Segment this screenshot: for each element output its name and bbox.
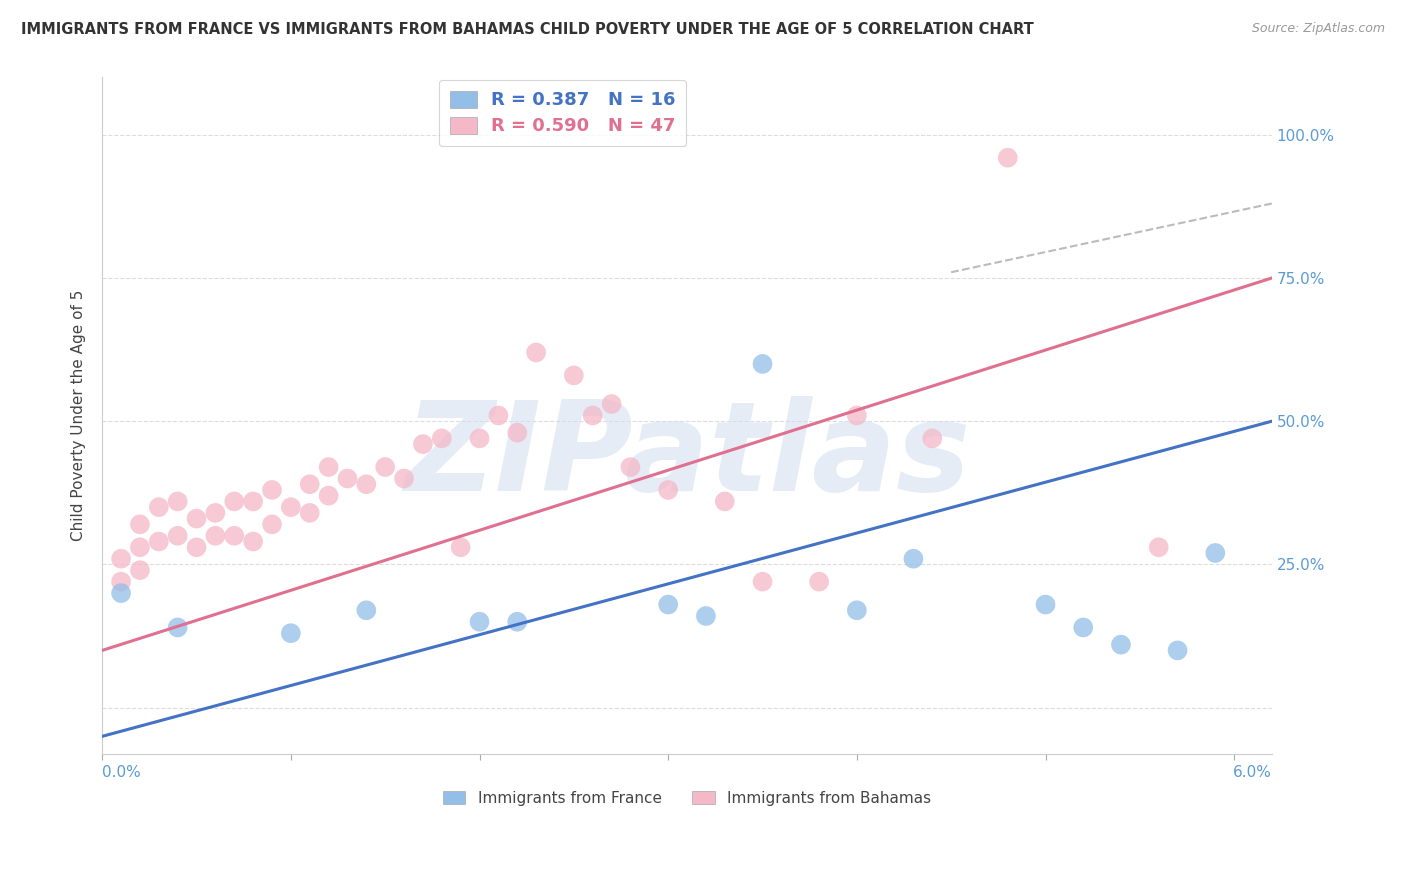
- Point: [582, 409, 605, 423]
- Point: [657, 483, 679, 497]
- Y-axis label: Child Poverty Under the Age of 5: Child Poverty Under the Age of 5: [72, 290, 86, 541]
- Point: [506, 615, 529, 629]
- Point: [1204, 546, 1226, 560]
- Point: [186, 511, 208, 525]
- Point: [298, 477, 321, 491]
- Point: [412, 437, 434, 451]
- Point: [657, 598, 679, 612]
- Point: [204, 506, 226, 520]
- Point: [392, 471, 415, 485]
- Point: [110, 574, 132, 589]
- Point: [318, 489, 340, 503]
- Point: [695, 609, 717, 624]
- Point: [997, 151, 1019, 165]
- Text: IMMIGRANTS FROM FRANCE VS IMMIGRANTS FROM BAHAMAS CHILD POVERTY UNDER THE AGE OF: IMMIGRANTS FROM FRANCE VS IMMIGRANTS FRO…: [21, 22, 1033, 37]
- Text: ZIPatlas: ZIPatlas: [404, 395, 970, 516]
- Text: 6.0%: 6.0%: [1233, 764, 1272, 780]
- Point: [506, 425, 529, 440]
- Point: [468, 431, 491, 445]
- Point: [1147, 541, 1170, 555]
- Point: [524, 345, 547, 359]
- Point: [224, 529, 246, 543]
- Point: [450, 541, 472, 555]
- Point: [148, 500, 170, 515]
- Point: [468, 615, 491, 629]
- Point: [600, 397, 623, 411]
- Point: [562, 368, 585, 383]
- Point: [845, 603, 868, 617]
- Point: [166, 620, 188, 634]
- Point: [486, 409, 509, 423]
- Point: [224, 494, 246, 508]
- Point: [356, 477, 378, 491]
- Point: [298, 506, 321, 520]
- Point: [336, 471, 359, 485]
- Point: [186, 541, 208, 555]
- Text: Source: ZipAtlas.com: Source: ZipAtlas.com: [1251, 22, 1385, 36]
- Point: [1167, 643, 1189, 657]
- Point: [1109, 638, 1132, 652]
- Point: [318, 460, 340, 475]
- Point: [148, 534, 170, 549]
- Point: [129, 517, 152, 532]
- Point: [204, 529, 226, 543]
- Point: [166, 494, 188, 508]
- Point: [356, 603, 378, 617]
- Point: [751, 574, 773, 589]
- Point: [110, 586, 132, 600]
- Text: 0.0%: 0.0%: [103, 764, 141, 780]
- Point: [903, 551, 925, 566]
- Point: [260, 483, 283, 497]
- Point: [751, 357, 773, 371]
- Point: [242, 494, 264, 508]
- Point: [845, 409, 868, 423]
- Point: [280, 500, 302, 515]
- Point: [808, 574, 831, 589]
- Point: [129, 563, 152, 577]
- Point: [1035, 598, 1057, 612]
- Point: [260, 517, 283, 532]
- Point: [619, 460, 641, 475]
- Point: [374, 460, 396, 475]
- Point: [430, 431, 453, 445]
- Point: [166, 529, 188, 543]
- Point: [713, 494, 735, 508]
- Point: [921, 431, 943, 445]
- Point: [280, 626, 302, 640]
- Point: [110, 551, 132, 566]
- Point: [129, 541, 152, 555]
- Point: [1071, 620, 1094, 634]
- Point: [242, 534, 264, 549]
- Legend: Immigrants from France, Immigrants from Bahamas: Immigrants from France, Immigrants from …: [434, 783, 939, 814]
